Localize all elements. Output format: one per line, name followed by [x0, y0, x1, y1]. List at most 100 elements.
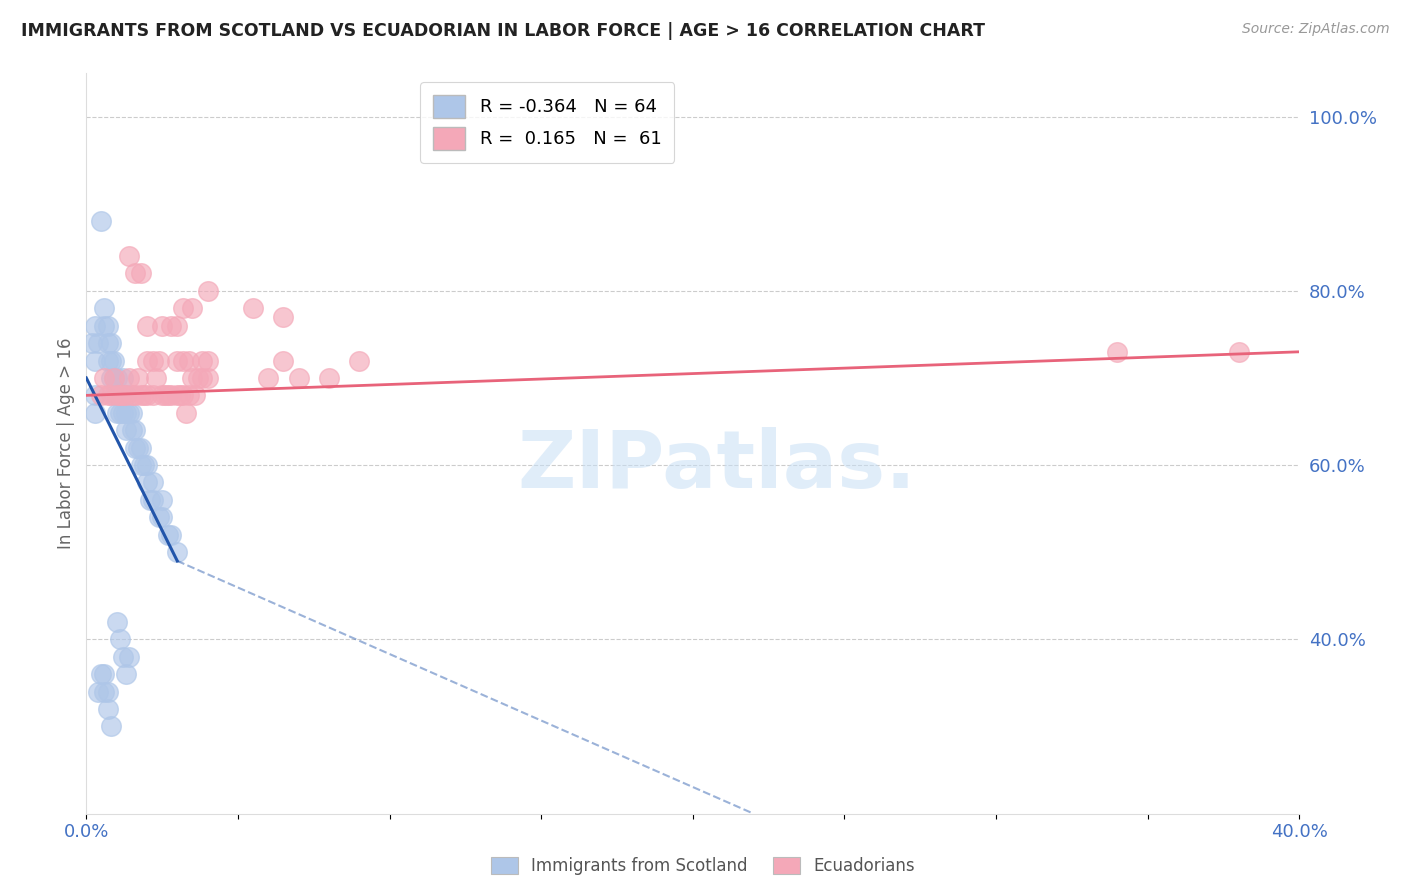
Point: [197, 371, 219, 385]
Point: [145, 371, 167, 385]
Point: [87, 336, 110, 351]
Point: [347, 353, 370, 368]
Point: [105, 371, 128, 385]
Point: [157, 388, 180, 402]
Point: [127, 371, 149, 385]
Point: [121, 388, 143, 402]
Point: [114, 667, 136, 681]
Point: [114, 388, 136, 402]
Point: [111, 388, 134, 402]
Point: [96, 702, 118, 716]
Point: [142, 492, 165, 507]
Point: [96, 684, 118, 698]
Point: [148, 353, 170, 368]
Point: [127, 441, 149, 455]
Point: [105, 388, 128, 402]
Point: [160, 388, 183, 402]
Point: [118, 406, 141, 420]
Point: [197, 353, 219, 368]
Point: [148, 510, 170, 524]
Text: IMMIGRANTS FROM SCOTLAND VS ECUADORIAN IN LABOR FORCE | AGE > 16 CORRELATION CHA: IMMIGRANTS FROM SCOTLAND VS ECUADORIAN I…: [21, 22, 986, 40]
Point: [93, 684, 115, 698]
Point: [179, 388, 201, 402]
Point: [96, 388, 118, 402]
Point: [105, 615, 128, 629]
Point: [139, 492, 162, 507]
Point: [93, 318, 115, 333]
Point: [118, 249, 141, 263]
Point: [100, 719, 122, 733]
Point: [114, 406, 136, 420]
Point: [103, 388, 125, 402]
Point: [105, 388, 128, 402]
Point: [273, 353, 295, 368]
Point: [142, 388, 165, 402]
Point: [172, 353, 194, 368]
Point: [96, 353, 118, 368]
Point: [187, 371, 209, 385]
Point: [108, 406, 131, 420]
Point: [114, 423, 136, 437]
Point: [169, 388, 191, 402]
Point: [124, 441, 146, 455]
Point: [90, 388, 112, 402]
Point: [1227, 344, 1250, 359]
Point: [84, 318, 107, 333]
Point: [142, 353, 165, 368]
Point: [136, 475, 159, 490]
Point: [111, 371, 134, 385]
Point: [197, 284, 219, 298]
Point: [124, 266, 146, 280]
Point: [153, 388, 176, 402]
Point: [150, 492, 173, 507]
Text: Source: ZipAtlas.com: Source: ZipAtlas.com: [1241, 22, 1389, 37]
Point: [100, 336, 122, 351]
Point: [176, 406, 198, 420]
Point: [150, 318, 173, 333]
Point: [96, 336, 118, 351]
Point: [100, 388, 122, 402]
Y-axis label: In Labor Force | Age > 16: In Labor Force | Age > 16: [58, 337, 75, 549]
Point: [129, 266, 152, 280]
Point: [157, 528, 180, 542]
Point: [142, 475, 165, 490]
Point: [132, 458, 155, 472]
Point: [132, 388, 155, 402]
Point: [242, 301, 264, 316]
Point: [136, 353, 159, 368]
Point: [172, 301, 194, 316]
Point: [136, 388, 159, 402]
Text: ZIPatlas.: ZIPatlas.: [517, 426, 917, 505]
Point: [318, 371, 340, 385]
Point: [105, 406, 128, 420]
Point: [111, 649, 134, 664]
Legend: R = -0.364   N = 64, R =  0.165   N =  61: R = -0.364 N = 64, R = 0.165 N = 61: [420, 82, 675, 162]
Point: [172, 388, 194, 402]
Point: [93, 301, 115, 316]
Point: [136, 318, 159, 333]
Point: [108, 632, 131, 647]
Point: [160, 528, 183, 542]
Point: [103, 353, 125, 368]
Point: [118, 371, 141, 385]
Point: [181, 371, 204, 385]
Point: [150, 388, 173, 402]
Point: [136, 458, 159, 472]
Point: [121, 423, 143, 437]
Point: [1107, 344, 1129, 359]
Point: [121, 406, 143, 420]
Point: [166, 353, 188, 368]
Point: [100, 353, 122, 368]
Point: [96, 318, 118, 333]
Point: [181, 301, 204, 316]
Point: [90, 214, 112, 228]
Point: [111, 388, 134, 402]
Point: [184, 388, 207, 402]
Point: [90, 667, 112, 681]
Point: [257, 371, 280, 385]
Point: [84, 406, 107, 420]
Point: [287, 371, 309, 385]
Point: [124, 423, 146, 437]
Point: [273, 310, 295, 324]
Point: [111, 406, 134, 420]
